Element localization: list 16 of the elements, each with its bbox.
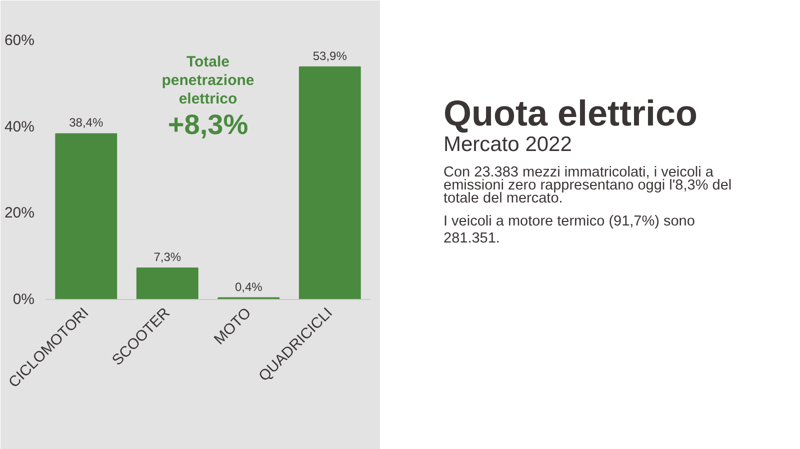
y-tick-label: 20%: [4, 204, 35, 222]
bar: [55, 133, 118, 300]
data-label: 7,3%: [154, 250, 182, 264]
data-label: 38,4%: [69, 116, 104, 130]
text: Con 23.383 mezzi immatricolati, i veicoli a emissioni zero rappresentano oggi l'8,3% del totale del mercato.: [444, 164, 732, 206]
y-tick-label: 60%: [4, 32, 35, 49]
text: I veicoli a motore termico (91,7%) sono 281.351.: [444, 214, 695, 247]
text: Mercato 2022: [444, 132, 572, 156]
data-label: 0,4%: [234, 280, 263, 294]
bar: [298, 66, 361, 300]
y-tick-label: 40%: [4, 118, 35, 136]
annotation: Totale penetrazione elettrico +8,3%: [162, 53, 254, 140]
y-tick-label: 0%: [12, 291, 35, 308]
data-label: 53,9%: [312, 48, 348, 63]
bar: [136, 267, 198, 300]
text: Quota elettrico: [444, 92, 698, 134]
